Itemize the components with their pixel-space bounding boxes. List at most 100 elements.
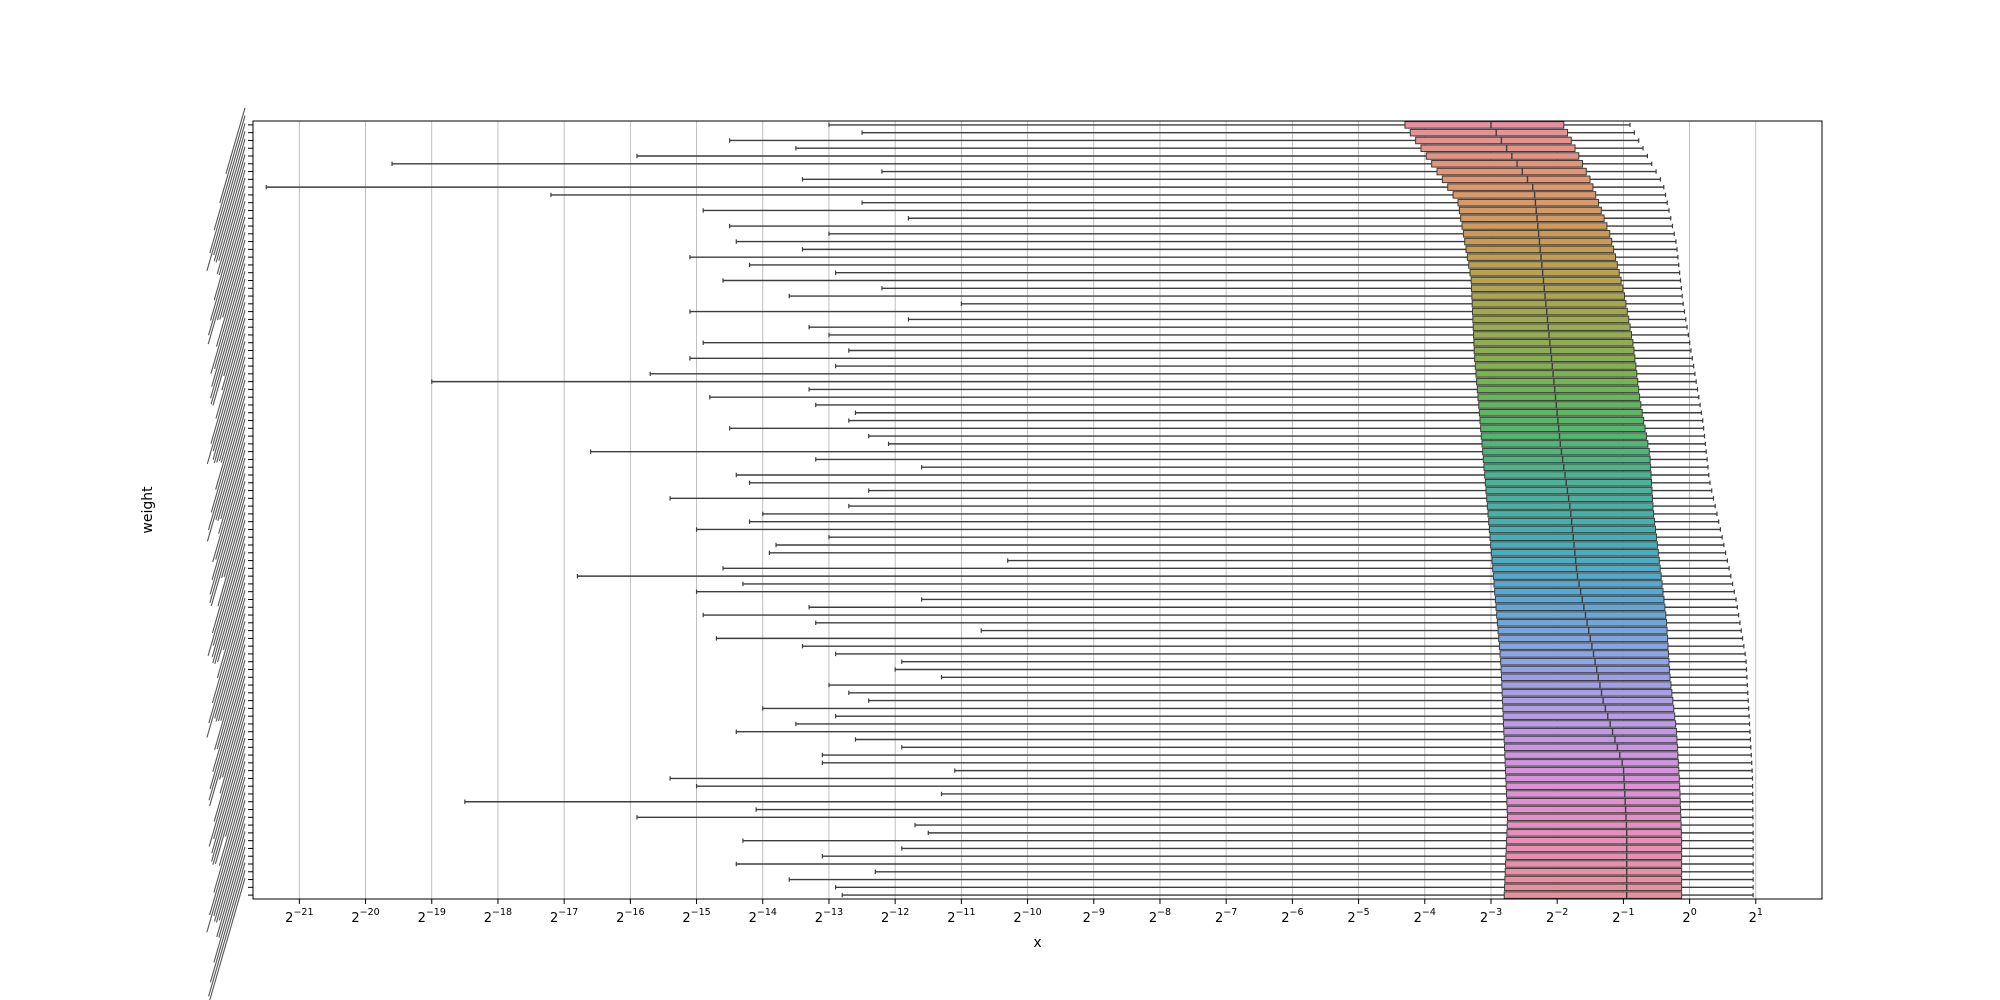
box-row: [881, 284, 1682, 293]
box-iqr: [1504, 875, 1683, 884]
y-tick-label-mark: [212, 551, 246, 664]
box-iqr: [1436, 167, 1587, 176]
y-tick-label-mark: [218, 372, 246, 462]
box-row: [834, 712, 1750, 720]
box-row: [828, 533, 1723, 541]
box-row: [874, 868, 1754, 876]
box-row: [828, 681, 1748, 689]
y-tick-label-mark: [209, 862, 246, 983]
box-iqr: [1480, 424, 1646, 433]
box-iqr: [1505, 782, 1681, 790]
y-tick-label-mark: [206, 411, 246, 542]
y-tick-label-mark: [215, 457, 246, 560]
box-iqr: [1478, 401, 1642, 409]
y-tick-label-mark: [214, 644, 246, 750]
box-iqr: [1499, 650, 1669, 658]
box-row: [801, 175, 1662, 184]
box-iqr: [1476, 385, 1640, 394]
box-iqr: [1494, 595, 1665, 604]
box-row: [828, 121, 1631, 129]
x-tick-label: 2−5: [1347, 907, 1369, 926]
box-iqr: [1506, 829, 1682, 837]
box-iqr: [1461, 222, 1608, 230]
box-row: [795, 720, 1751, 728]
box-iqr: [1473, 338, 1634, 347]
box-row: [834, 362, 1695, 370]
box-iqr: [1482, 455, 1651, 464]
box-row: [914, 821, 1754, 829]
y-tick-label-mark: [215, 418, 246, 520]
box-row: [801, 642, 1745, 650]
box-row: [834, 883, 1754, 892]
x-tick-label: 2−20: [351, 907, 379, 926]
box-iqr: [1460, 214, 1605, 223]
box-iqr: [1504, 751, 1679, 759]
y-tick-label-mark: [206, 138, 246, 271]
x-tick-label: 2−2: [1546, 907, 1568, 926]
y-tick-label-mark: [216, 364, 246, 463]
box-iqr: [1494, 587, 1664, 596]
x-axis-label: x: [1033, 935, 1041, 951]
box-row: [748, 479, 1711, 487]
y-tick-label-mark: [212, 341, 246, 452]
box-row: [848, 346, 1692, 355]
box-row: [729, 136, 1640, 145]
box-row: [834, 650, 1746, 658]
box-iqr: [1480, 432, 1647, 440]
y-tick-label-mark: [217, 566, 246, 663]
box-iqr: [1501, 681, 1672, 689]
y-axis-ticks: [206, 107, 253, 1000]
box-iqr: [1475, 370, 1638, 378]
y-tick-label-mark: [216, 177, 246, 275]
box-row: [709, 393, 1700, 401]
box-iqr: [1474, 354, 1636, 363]
box-iqr: [1452, 191, 1597, 199]
box-iqr: [1404, 121, 1565, 129]
y-tick-label-mark: [207, 403, 246, 531]
box-iqr: [1504, 868, 1683, 876]
box-iqr: [1505, 774, 1680, 783]
box-row: [815, 455, 1708, 464]
box-iqr: [1462, 230, 1611, 238]
y-tick-label-mark: [221, 496, 246, 579]
y-tick-label-mark: [210, 255, 246, 374]
box-iqr: [1504, 883, 1683, 892]
y-tick-label-mark: [213, 263, 246, 370]
box-row: [788, 292, 1683, 300]
y-tick-label-mark: [209, 201, 246, 321]
y-tick-label-mark: [215, 247, 246, 347]
box-iqr: [1441, 175, 1591, 184]
box-iqr: [1478, 408, 1643, 417]
box-iqr: [1420, 144, 1576, 152]
y-tick-label-mark: [208, 675, 246, 801]
y-tick-label-mark: [210, 286, 246, 405]
x-tick-label: 2−1: [1612, 907, 1634, 926]
y-tick-label-mark: [215, 162, 246, 263]
box-row: [960, 300, 1684, 308]
x-tick-label: 2−9: [1083, 907, 1105, 926]
y-tick-label-mark: [206, 800, 246, 933]
box-row: [828, 230, 1675, 238]
box-iqr: [1501, 689, 1673, 697]
box-iqr: [1431, 160, 1584, 168]
y-tick-label-mark: [213, 193, 246, 301]
box-iqr: [1468, 261, 1618, 269]
x-tick-label: 2−8: [1149, 907, 1171, 926]
y-tick-label-mark: [215, 387, 246, 490]
box-row: [881, 167, 1657, 176]
box-row: [715, 634, 1744, 643]
y-tick-label-mark: [222, 574, 246, 650]
box-row: [907, 214, 1672, 223]
y-tick-label-mark: [218, 831, 246, 921]
y-tick-label-mark: [206, 605, 246, 738]
y-tick-label-mark: [220, 636, 246, 721]
box-row: [669, 494, 1715, 503]
y-tick-label-mark: [219, 115, 246, 204]
y-tick-label-mark: [218, 776, 246, 866]
box-row: [927, 829, 1754, 837]
x-tick-label: 2−7: [1215, 907, 1237, 926]
box-row: [722, 276, 1682, 285]
y-tick-label-mark: [209, 473, 246, 595]
box-row: [729, 424, 1705, 433]
box-iqr: [1503, 891, 1683, 899]
